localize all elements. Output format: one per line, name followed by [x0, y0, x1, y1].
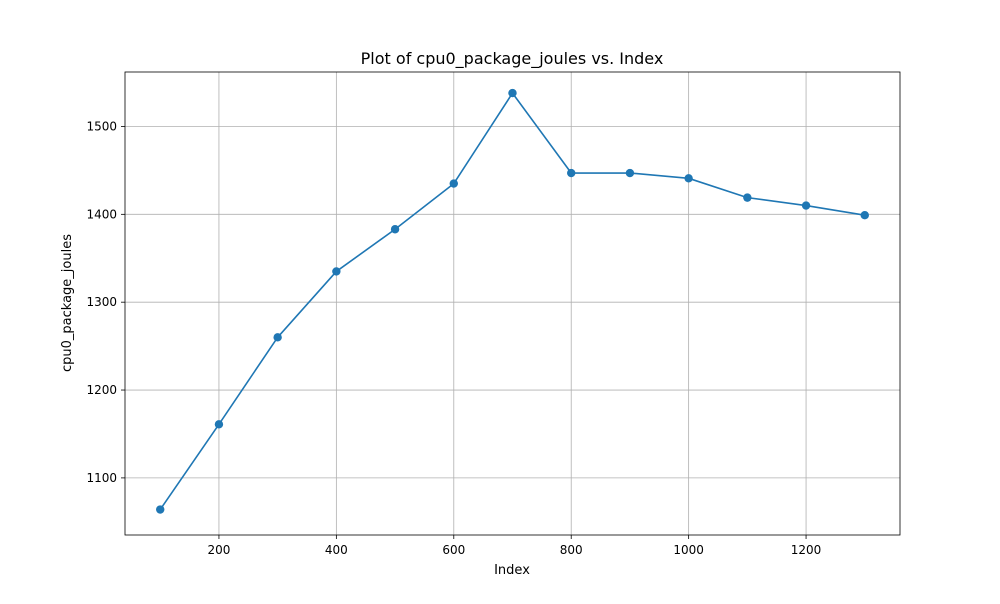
data-point — [684, 174, 693, 183]
x-tick-label: 1000 — [673, 543, 704, 557]
data-point — [449, 179, 458, 188]
data-point — [801, 201, 811, 210]
data-point — [214, 420, 224, 429]
data-point — [860, 211, 869, 220]
data-point — [567, 168, 576, 178]
y-tick-label: 1100 — [86, 471, 117, 485]
plot-frame — [124, 71, 901, 536]
x-tick-label: 800 — [560, 543, 583, 557]
data-point — [390, 225, 400, 234]
y-axis-label: cpu0_package_joules — [60, 234, 75, 372]
data-point — [156, 505, 165, 514]
data-point — [625, 168, 635, 178]
data-point — [508, 88, 517, 98]
x-tick-label: 200 — [207, 543, 230, 557]
data-series — [156, 88, 869, 514]
y-tick-label: 1500 — [86, 119, 117, 133]
y-tick-label: 1300 — [86, 295, 117, 309]
chart-title: Plot of cpu0_package_joules vs. Index — [361, 49, 664, 69]
y-tick-label: 1400 — [86, 207, 117, 221]
x-tick-label: 1200 — [791, 543, 822, 557]
data-point — [743, 193, 752, 202]
x-tick-label: 400 — [325, 543, 348, 557]
x-axis-label: Index — [494, 563, 530, 578]
x-tick-label: 600 — [442, 543, 465, 557]
axis-ticks: 200 400 600 800 1000 1200 1100 1200 1300 1400 1500 — [86, 119, 821, 557]
data-point — [332, 267, 341, 276]
y-tick-label: 1200 — [86, 383, 117, 397]
series-line — [159, 92, 865, 510]
data-point — [273, 333, 282, 342]
grid — [125, 72, 900, 535]
